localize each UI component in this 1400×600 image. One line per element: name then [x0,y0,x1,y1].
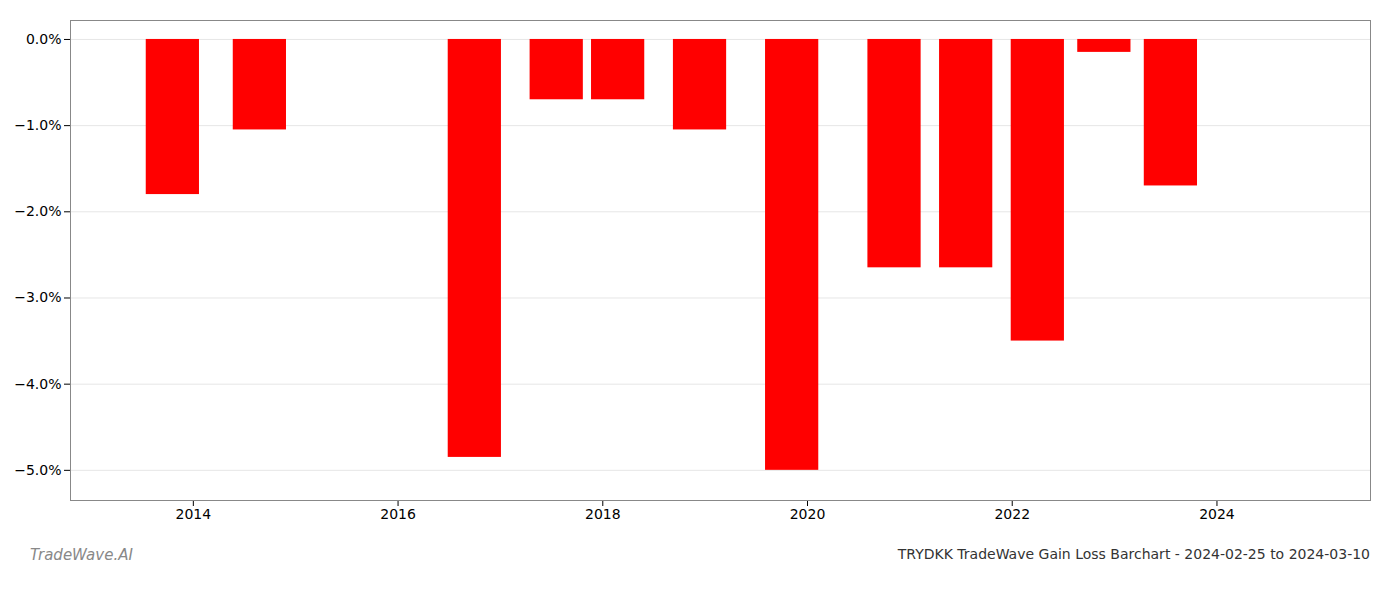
svg-text:−4.0%: −4.0% [14,376,61,392]
svg-text:−3.0%: −3.0% [14,289,61,305]
svg-text:0.0%: 0.0% [26,31,62,47]
svg-text:2014: 2014 [176,506,212,522]
html-text:TRYDKK TradeWave Gain Loss Bar: TRYDKK TradeWave Gain Loss Barchart - 20… [897,546,1370,562]
svg-text:−1.0%: −1.0% [14,117,61,133]
svg-text:2024: 2024 [1199,506,1235,522]
svg-text:2016: 2016 [380,506,416,522]
svg-text:−5.0%: −5.0% [14,462,61,478]
svg-text:2018: 2018 [585,506,621,522]
svg-text:−2.0%: −2.0% [14,203,61,219]
svg-text:2020: 2020 [790,506,826,522]
html-text:TradeWave.AI: TradeWave.AI [30,546,133,564]
svg-text:2022: 2022 [994,506,1030,522]
